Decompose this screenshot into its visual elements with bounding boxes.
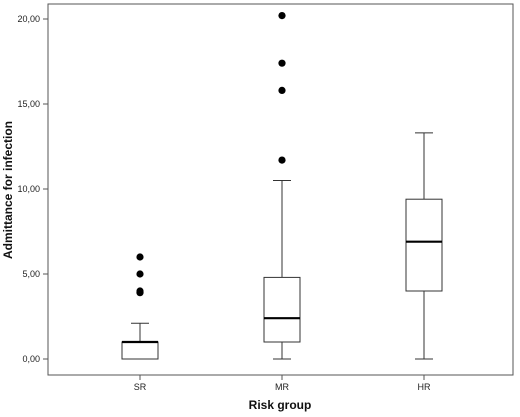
x-tick-label: HR: [418, 382, 431, 392]
y-tick-label: 15,00: [17, 99, 40, 109]
box-mr: [263, 12, 301, 360]
box-sr: [121, 253, 159, 360]
x-axis-label: Risk group: [249, 398, 312, 412]
outlier-point: [278, 86, 286, 94]
y-tick-label: 0,00: [22, 354, 40, 364]
outlier-point: [278, 156, 286, 164]
outlier-point: [136, 287, 144, 295]
x-axis-ticks: SR MR HR: [134, 375, 431, 392]
y-tick-label: 20,00: [17, 14, 40, 24]
y-axis-label: Admittance for infection: [1, 121, 15, 259]
iqr-box: [263, 276, 301, 343]
iqr-box: [121, 341, 159, 360]
y-tick-label: 10,00: [17, 184, 40, 194]
x-tick-label: MR: [275, 382, 289, 392]
y-axis-ticks: 0,00 5,00 10,00 15,00 20,00: [17, 14, 48, 364]
outlier-point: [278, 59, 286, 67]
box-hr: [405, 132, 443, 360]
box-series: [121, 12, 443, 360]
outlier-point: [278, 12, 286, 20]
y-tick-label: 5,00: [22, 269, 40, 279]
iqr-box: [405, 198, 443, 292]
outlier-point: [136, 270, 144, 278]
outlier-point: [136, 253, 144, 261]
x-tick-label: SR: [134, 382, 147, 392]
